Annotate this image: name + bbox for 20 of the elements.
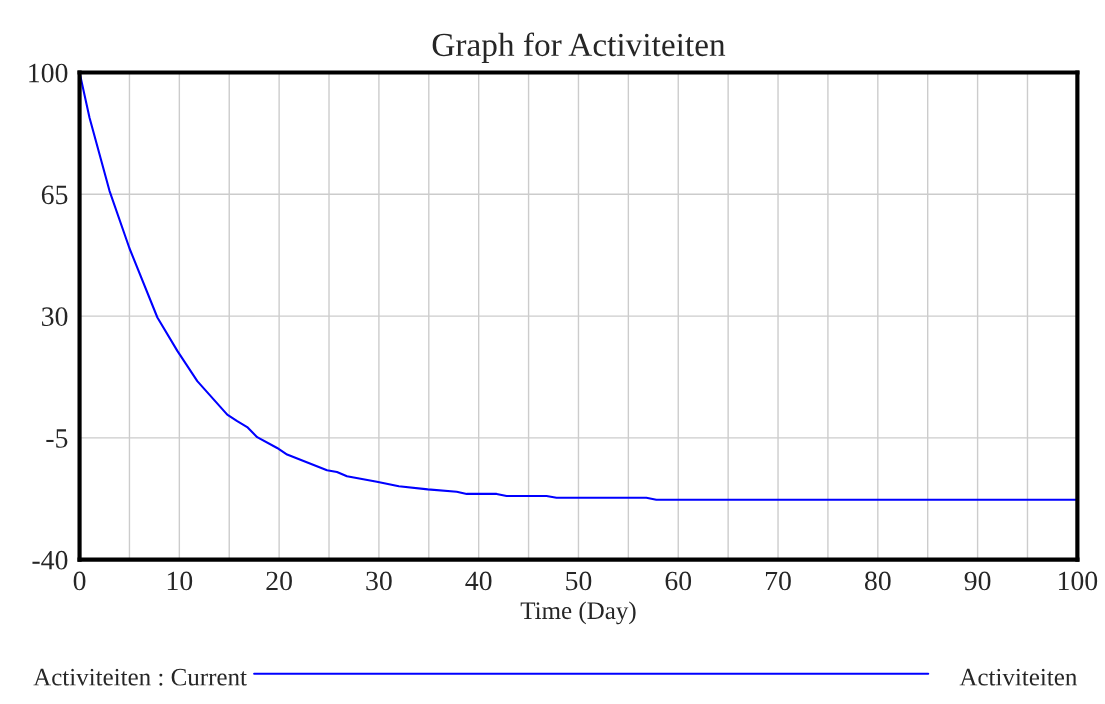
x-tick-label: 20 [266,571,292,591]
x-tick-label: 30 [366,571,392,591]
x-tick-label: 40 [465,571,492,591]
text: Activiteiten : Current [33,668,247,686]
y-tick-label: -40 [32,550,68,570]
text: Activiteiten [959,668,1077,686]
y-tick-label: 30 [42,307,68,327]
x-tick-label: 80 [864,571,891,591]
chart-title: Graph for Activiteiten [432,32,726,63]
x-tick-label: 100 [1058,571,1098,591]
x-tick-label: 60 [665,571,692,591]
x-tick-label: 10 [167,571,193,591]
x-tick-label: 0 [73,571,86,591]
x-tick-label: 70 [765,571,791,591]
x-tick-label: 90 [964,571,991,591]
y-tick-label: 100 [29,63,68,83]
x-axis-title: Time (Day) [520,601,636,625]
x-tick-label: 50 [566,571,592,591]
y-tick-label: -5 [46,429,68,448]
y-tick-label: 65 [41,185,68,205]
